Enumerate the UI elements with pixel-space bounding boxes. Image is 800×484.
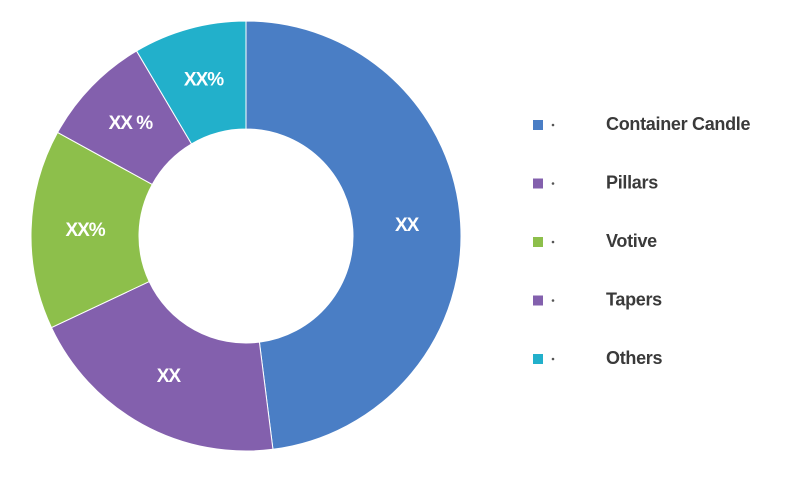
legend-swatch xyxy=(533,237,543,247)
donut-slice xyxy=(30,131,153,329)
data-label: XX xyxy=(157,366,182,387)
donut-slice xyxy=(135,20,247,145)
legend-swatch xyxy=(533,178,543,189)
legend-swatch xyxy=(533,120,543,130)
legend-dot xyxy=(551,357,555,361)
data-label: XX xyxy=(395,215,420,236)
legend-label: Container Candle xyxy=(606,114,751,134)
legend-swatch xyxy=(533,295,543,306)
donut-slice xyxy=(50,280,274,452)
legend-dot xyxy=(551,240,555,244)
legend-label: Pillars xyxy=(606,172,658,192)
legend-dot xyxy=(551,182,555,185)
legend-swatch xyxy=(533,354,543,364)
donut-slice xyxy=(245,20,462,450)
legend-label: Tapers xyxy=(606,289,662,309)
data-label: XX % xyxy=(109,113,154,134)
data-label: XX% xyxy=(65,220,105,241)
legend-label: Others xyxy=(606,348,663,368)
legend-dot xyxy=(551,123,555,127)
legend-label: Votive xyxy=(606,231,657,251)
data-label: XX% xyxy=(184,70,224,91)
legend-dot xyxy=(551,299,555,302)
